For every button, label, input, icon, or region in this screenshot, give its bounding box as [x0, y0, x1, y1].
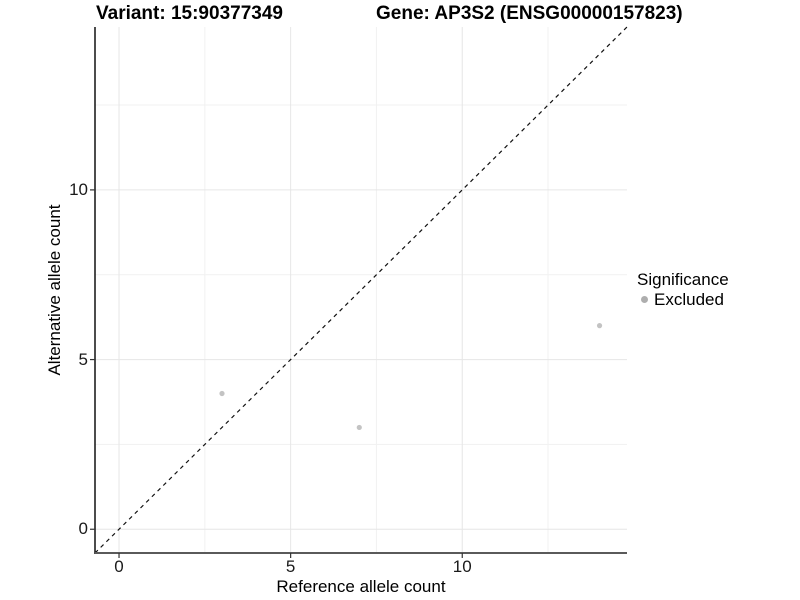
y-tick-label: 5 — [78, 349, 88, 369]
data-point — [356, 424, 362, 431]
legend: Significance Excluded — [637, 271, 729, 308]
x-tick-label: 10 — [452, 557, 472, 576]
legend-item-excluded: Excluded — [637, 291, 729, 308]
legend-item-label: Excluded — [654, 290, 724, 309]
plot-title-variant: Variant: 15:90377349 — [96, 3, 283, 24]
x-tick-label: 0 — [114, 557, 124, 576]
y-tick-label: 0 — [78, 519, 88, 539]
y-tick-label: 10 — [69, 179, 88, 199]
x-tick-label: 5 — [285, 557, 296, 576]
data-point — [219, 390, 225, 397]
x-axis-title: Reference allele count — [276, 577, 446, 596]
data-point — [596, 323, 603, 329]
identity-line — [94, 26, 628, 554]
legend-title: Significance — [637, 270, 729, 289]
legend-point-icon — [641, 296, 648, 303]
plot-title-gene: Gene: AP3S2 (ENSG00000157823) — [376, 3, 683, 24]
